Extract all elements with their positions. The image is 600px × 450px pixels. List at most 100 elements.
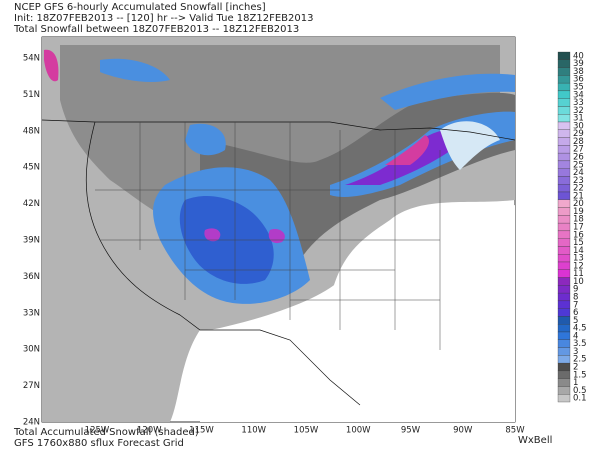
legend-swatch: [557, 285, 571, 294]
legend-label: 3: [573, 347, 578, 357]
legend-label: 12: [573, 261, 584, 271]
legend-swatch: [557, 331, 571, 340]
legend-swatch: [557, 222, 571, 232]
legend-swatch: [557, 215, 571, 224]
latitude-label: 48N: [23, 126, 40, 136]
header-line: NCEP GFS 6-hourly Accumulated Snowfall […: [14, 2, 266, 13]
latitude-label: 45N: [23, 163, 40, 173]
legend-label: 21: [573, 191, 584, 201]
longitude-label: 85W: [505, 426, 525, 436]
legend-label: 2: [573, 363, 578, 373]
legend-label: 26: [573, 153, 584, 163]
legend-label: 36: [573, 75, 584, 85]
legend-swatch: [557, 121, 571, 130]
snowfall-map: [41, 36, 516, 423]
latitude-label: 36N: [23, 272, 40, 282]
legend-label: 16: [573, 230, 584, 240]
legend-swatch: [557, 339, 571, 348]
legend-swatch: [557, 378, 571, 387]
legend-label: 27: [573, 145, 584, 155]
latitude-label: 24N: [23, 418, 40, 428]
legend-swatch: [557, 75, 571, 84]
legend-swatch: [557, 199, 571, 208]
legend-swatch: [557, 59, 571, 68]
latitude-label: 42N: [23, 199, 40, 209]
legend-swatch: [557, 261, 571, 270]
longitude-label: 110W: [241, 426, 266, 436]
legend-swatch: [557, 386, 571, 395]
longitude-label: 120W: [137, 426, 162, 436]
latitude-label: 39N: [23, 236, 40, 246]
legend-swatch: [557, 90, 571, 99]
legend-label: 31: [573, 114, 584, 124]
legend-label: 2.5: [573, 355, 587, 365]
legend-label: 10: [573, 277, 584, 287]
legend-label: 14: [573, 246, 584, 256]
legend-label: 35: [573, 83, 584, 93]
legend-swatch: [557, 160, 571, 169]
legend-swatch: [557, 67, 571, 76]
legend-label: 11: [573, 269, 584, 279]
legend-label: 38: [573, 67, 584, 77]
legend-swatch: [557, 129, 571, 138]
latitude-label: 54N: [23, 54, 40, 64]
legend-swatch: [557, 362, 571, 372]
legend-label: 6: [573, 308, 578, 318]
legend-swatch: [557, 106, 571, 115]
longitude-label: 100W: [346, 426, 371, 436]
legend-label: 0.5: [573, 386, 587, 396]
legend-swatch: [557, 246, 571, 255]
legend-swatch: [557, 370, 571, 379]
legend-swatch: [557, 207, 571, 216]
legend-label: 40: [573, 51, 584, 61]
legend-swatch: [557, 316, 571, 325]
legend-label: 4.5: [573, 324, 587, 334]
longitude-label: 115W: [189, 426, 214, 436]
legend-label: 28: [573, 137, 584, 147]
legend-label: 34: [573, 90, 584, 100]
legend-swatch: [557, 176, 571, 185]
longitude-labels: 125W 120W 115W 110W 105W 100W 95W 90W 85W: [85, 426, 526, 436]
legend-swatch: [557, 191, 571, 200]
legend-swatch: [557, 347, 571, 356]
legend-label: 30: [573, 121, 584, 131]
header: NCEP GFS 6-hourly Accumulated Snowfall […: [13, 2, 313, 35]
legend-label: 8: [573, 293, 578, 303]
header-line: Total Snowfall between 18Z07FEB2013 -- 1…: [13, 24, 299, 35]
header-line: Init: 18Z07FEB2013 -- [120] hr --> Valid…: [14, 13, 313, 24]
legend-label: 20: [573, 199, 584, 209]
legend-swatch: [557, 230, 571, 239]
longitude-label: 125W: [85, 426, 110, 436]
latitude-labels: 54N 51N 48N 45N 42N 39N 36N 33N 30N 27N 24N: [23, 54, 40, 428]
legend-label: 39: [573, 59, 584, 69]
legend-label: 33: [573, 98, 584, 108]
legend-swatch: [557, 98, 571, 107]
legend-label: 24: [573, 168, 584, 178]
legend-swatch: [557, 152, 571, 162]
legend-label: 32: [573, 106, 584, 116]
longitude-label: 105W: [294, 426, 319, 436]
legend-label: 25: [573, 160, 584, 170]
legend-swatch: [557, 300, 571, 309]
legend-swatch: [557, 277, 571, 286]
legend-label: 29: [573, 129, 584, 139]
legend-label: 13: [573, 254, 584, 264]
legend-swatch: [557, 238, 571, 247]
footer-line: Total Accumulated Snowfall (shaded): [13, 427, 199, 438]
legend-label: 7: [573, 300, 578, 310]
legend-swatch: [557, 355, 571, 364]
legend-swatch: [557, 82, 571, 92]
legend-label: 22: [573, 184, 584, 194]
legend-swatch: [557, 168, 571, 177]
legend-label: 5: [573, 316, 578, 326]
legend-label: 9: [573, 285, 578, 295]
legend-swatch: [557, 394, 571, 403]
legend-label: 0.1: [573, 394, 587, 404]
legend-swatch: [557, 51, 571, 60]
legend-label: 3.5: [573, 339, 587, 349]
legend-swatch: [557, 292, 571, 302]
legend-swatch: [557, 145, 571, 154]
latitude-label: 51N: [23, 90, 40, 100]
